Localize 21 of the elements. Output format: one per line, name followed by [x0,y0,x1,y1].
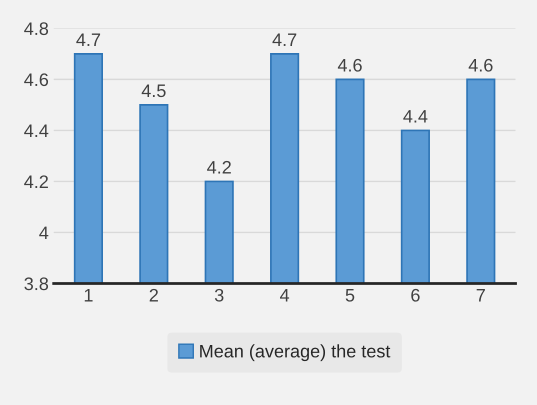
x-tick-label: 2 [150,288,158,302]
data-label: 4.4 [403,110,428,122]
x-tick-label: 3 [214,288,224,302]
data-label: 4.7 [272,34,296,46]
data-label: 4.5 [142,84,166,98]
y-tick-label: 4.2 [24,175,48,188]
x-tick-label: 7 [476,289,485,302]
y-tick-label: 4.4 [24,124,48,137]
data-label: 4.7 [76,34,100,46]
x-tick-label: 1 [84,289,93,302]
data-label: 4.2 [207,160,231,174]
legend-label: Mean (average) the test [200,344,390,362]
data-label: 4.6 [338,58,362,72]
y-tick-label: 4 [39,226,48,240]
y-tick-label: 4.6 [24,73,48,86]
x-tick-label: 6 [411,288,420,302]
x-tick-label: 5 [346,289,354,302]
data-label: 4.6 [468,58,493,72]
y-tick-label: 3.8 [24,277,48,290]
y-tick-label: 4.8 [24,22,48,36]
x-tick-label: 4 [280,289,290,302]
